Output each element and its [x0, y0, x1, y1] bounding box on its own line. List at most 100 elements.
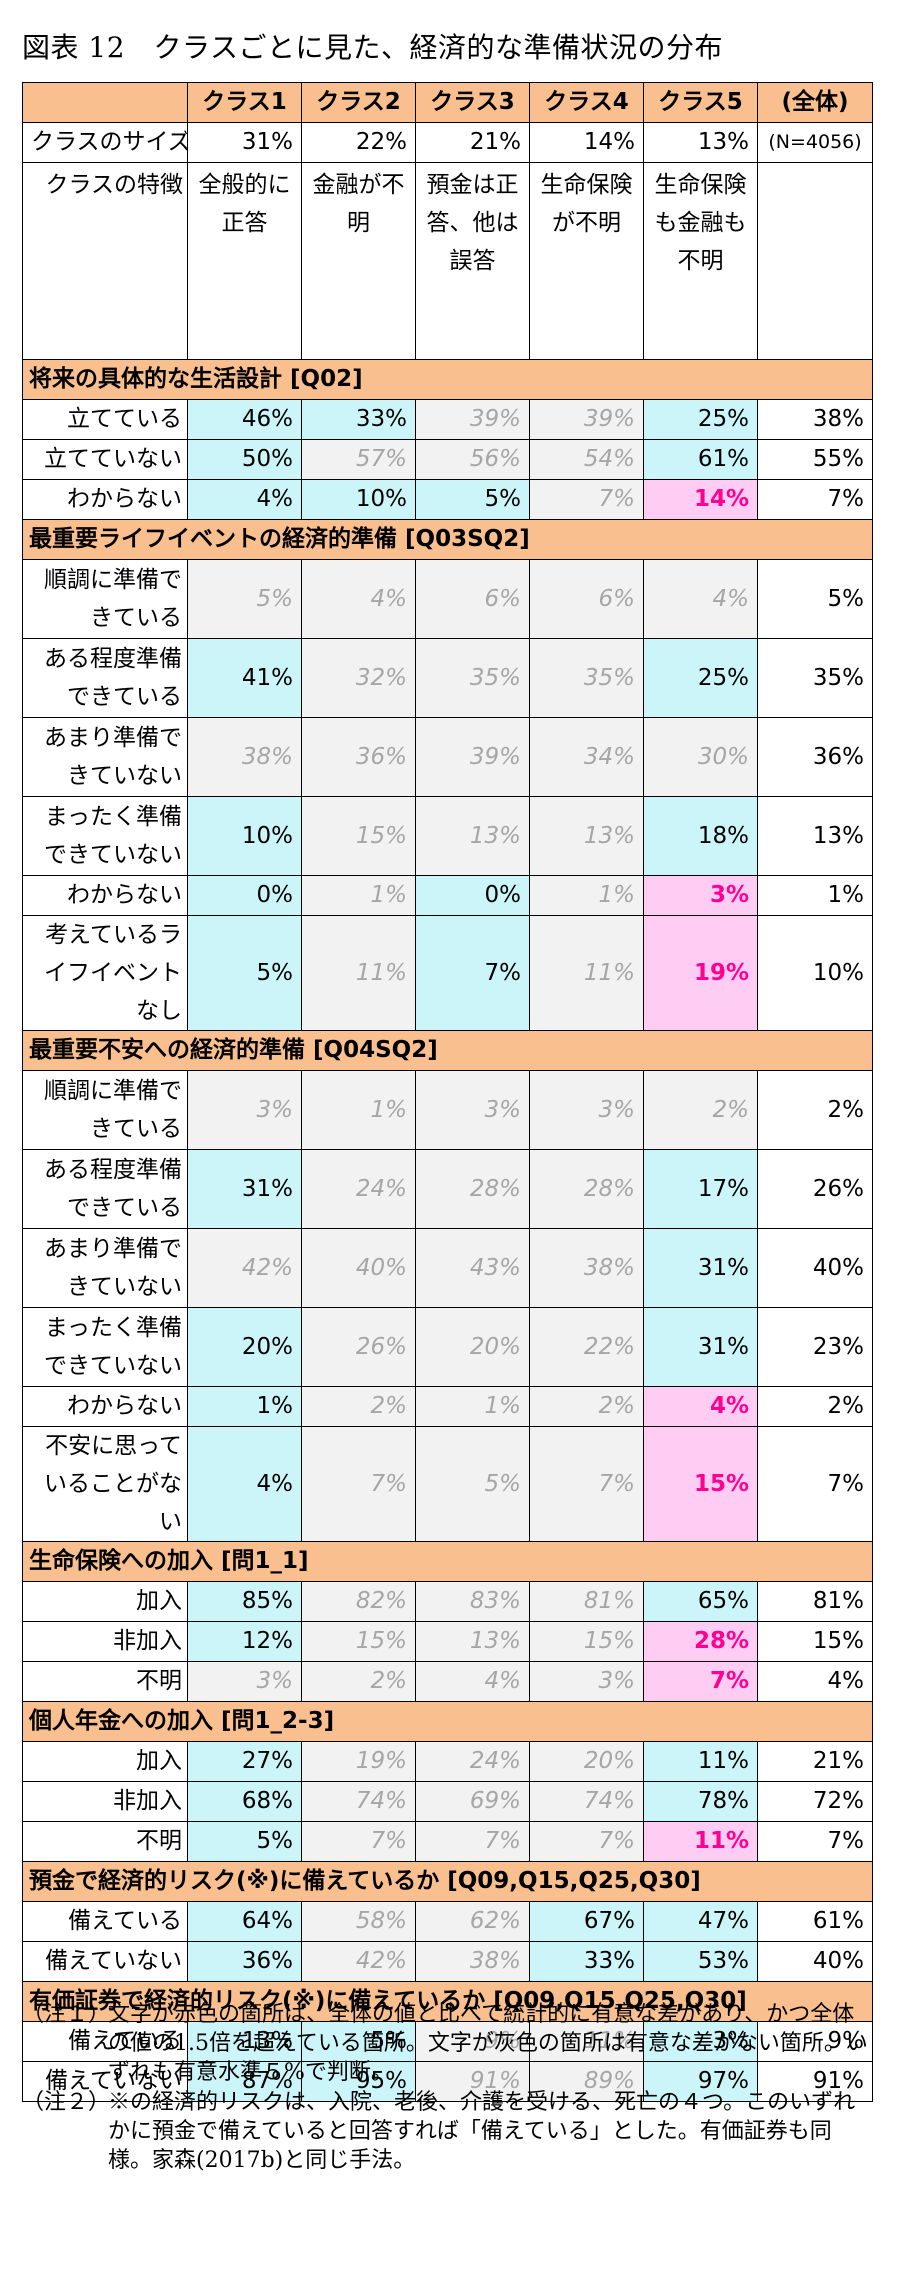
value-cell: 10%	[757, 915, 873, 1031]
value-cell: 13%	[415, 1621, 530, 1662]
table-row: 不安に思っていることがない 4% 7% 5% 7% 15% 7%	[22, 1426, 873, 1542]
row-label: 加入	[22, 1581, 188, 1622]
value-cell: 36%	[301, 717, 416, 797]
value-cell: 50%	[187, 439, 302, 480]
feature-cell: 生命保険も金融も不明	[643, 162, 758, 360]
value-cell: 19%	[301, 1741, 416, 1782]
value-cell: 13%	[529, 796, 644, 876]
value-cell: 38%	[529, 1228, 644, 1308]
value-cell: 11%	[529, 915, 644, 1031]
value-cell: 24%	[415, 1741, 530, 1782]
section-title: 最重要不安への経済的準備 [Q04SQ2]	[22, 1030, 873, 1071]
value-cell: 74%	[529, 1781, 644, 1822]
feature-cell: 生命保険が不明	[529, 162, 644, 360]
table-row: 不明 5% 7% 7% 7% 11% 7%	[22, 1821, 873, 1862]
section-title: 最重要ライフイベントの経済的準備 [Q03SQ2]	[22, 519, 873, 560]
table-row: あまり準備できていない 38% 36% 39% 34% 30% 36%	[22, 717, 873, 797]
column-header: クラス1	[187, 82, 302, 123]
note: （注２） ※の経済的リスクは、入院、老後、介護を受ける、死亡の４つ。このいずれかに…	[22, 2088, 872, 2175]
feature-cell	[757, 162, 873, 360]
value-cell: 1%	[529, 875, 644, 916]
section-header: 最重要ライフイベントの経済的準備 [Q03SQ2]	[22, 519, 873, 560]
value-cell: 35%	[415, 638, 530, 718]
table-row: 加入 85% 82% 83% 81% 65% 81%	[22, 1581, 873, 1622]
value-cell: 10%	[301, 479, 416, 520]
value-cell: 25%	[643, 638, 758, 718]
row-label: ある程度準備できている	[22, 1149, 188, 1229]
table-row: 順調に準備できている 5% 4% 6% 6% 4% 5%	[22, 559, 873, 639]
section-header: 個人年金への加入 [問1_2-3]	[22, 1701, 873, 1742]
value-cell: 56%	[415, 439, 530, 480]
value-cell: 19%	[643, 915, 758, 1031]
note-key: （注１）	[22, 2002, 111, 2027]
value-cell: 3%	[187, 1661, 302, 1702]
value-cell: 2%	[757, 1070, 873, 1150]
table-row: 非加入 12% 15% 13% 15% 28% 15%	[22, 1621, 873, 1662]
value-cell: 1%	[301, 1070, 416, 1150]
value-cell: 7%	[757, 479, 873, 520]
row-label: クラスのサイズ	[22, 122, 188, 163]
value-cell: 13%	[415, 796, 530, 876]
value-cell: 7%	[643, 1661, 758, 1702]
value-cell: 64%	[187, 1901, 302, 1942]
value-cell: 9%	[415, 2021, 530, 2062]
value-cell: 82%	[301, 1581, 416, 1622]
value-cell: 40%	[757, 1228, 873, 1308]
value-cell: 67%	[529, 1901, 644, 1942]
figure-title: 図表 12 クラスごとに見た、経済的な準備状況の分布	[22, 31, 723, 64]
table-row: 備えている 64% 58% 62% 67% 47% 61%	[22, 1901, 873, 1942]
value-cell: 13%	[187, 2021, 302, 2062]
class-feature-row: クラスの特徴 全般的に正答 金融が不明 預金は正答、他は誤答 生命保険が不明 生命保険も金…	[22, 162, 873, 360]
value-cell: 40%	[301, 1228, 416, 1308]
section-title: 有価証券で経済的リスク(※)に備えているか [Q09,Q15,Q25,Q30]	[22, 1981, 873, 2022]
section-title: 将来の具体的な生活設計 [Q02]	[22, 359, 873, 400]
value-cell: 13%	[757, 796, 873, 876]
value-cell: 1%	[187, 1386, 302, 1427]
row-label: 立てている	[22, 399, 188, 440]
note-text: ※の経済的リスクは、入院、老後、介護を受ける、死亡の４つ。このいずれかに預金で備…	[108, 2090, 856, 2173]
value-cell: 74%	[301, 1781, 416, 1822]
section-title: 生命保険への加入 [問1_1]	[22, 1541, 873, 1582]
row-label: 順調に準備できている	[22, 559, 188, 639]
value-cell: 15%	[301, 1621, 416, 1662]
table-row: 立てている 46% 33% 39% 39% 25% 38%	[22, 399, 873, 440]
table-row: まったく準備できていない 20% 26% 20% 22% 31% 23%	[22, 1307, 873, 1387]
value-cell: 0%	[415, 875, 530, 916]
value-cell: 61%	[757, 1901, 873, 1942]
value-cell: 32%	[301, 638, 416, 718]
value-cell: 31%	[643, 1307, 758, 1387]
header-corner	[22, 82, 188, 123]
value-cell: 68%	[187, 1781, 302, 1822]
value-cell: 7%	[529, 1821, 644, 1862]
value-cell: 7%	[301, 1821, 416, 1862]
size-cell: 13%	[643, 122, 758, 163]
value-cell: 78%	[643, 1781, 758, 1822]
value-cell: 47%	[643, 1901, 758, 1942]
value-cell: 2%	[301, 1661, 416, 1702]
row-label: 加入	[22, 1741, 188, 1782]
value-cell: 41%	[187, 638, 302, 718]
section-title: 個人年金への加入 [問1_2-3]	[22, 1701, 873, 1742]
value-cell: 0%	[187, 875, 302, 916]
column-header: クラス4	[529, 82, 644, 123]
row-label: まったく準備できていない	[22, 1307, 188, 1387]
value-cell: 26%	[301, 1307, 416, 1387]
note-key: （注２）	[22, 2090, 111, 2115]
value-cell: 91%	[757, 2061, 873, 2102]
value-cell: 17%	[643, 1149, 758, 1229]
section-header: 有価証券で経済的リスク(※)に備えているか [Q09,Q15,Q25,Q30]	[22, 1981, 873, 2022]
row-label: ある程度準備できている	[22, 638, 188, 718]
value-cell: 81%	[529, 1581, 644, 1622]
table-row: 備えていない 87% 95% 91% 89% 97% 91%	[22, 2061, 873, 2102]
value-cell: 69%	[415, 1781, 530, 1822]
value-cell: 3%	[415, 1070, 530, 1150]
value-cell: 7%	[415, 915, 530, 1031]
value-cell: 46%	[187, 399, 302, 440]
row-label: あまり準備できていない	[22, 1228, 188, 1308]
value-cell: 39%	[529, 399, 644, 440]
column-header: クラス2	[301, 82, 416, 123]
value-cell: 97%	[643, 2061, 758, 2102]
value-cell: 4%	[643, 559, 758, 639]
value-cell: 5%	[757, 559, 873, 639]
value-cell: 87%	[187, 2061, 302, 2102]
